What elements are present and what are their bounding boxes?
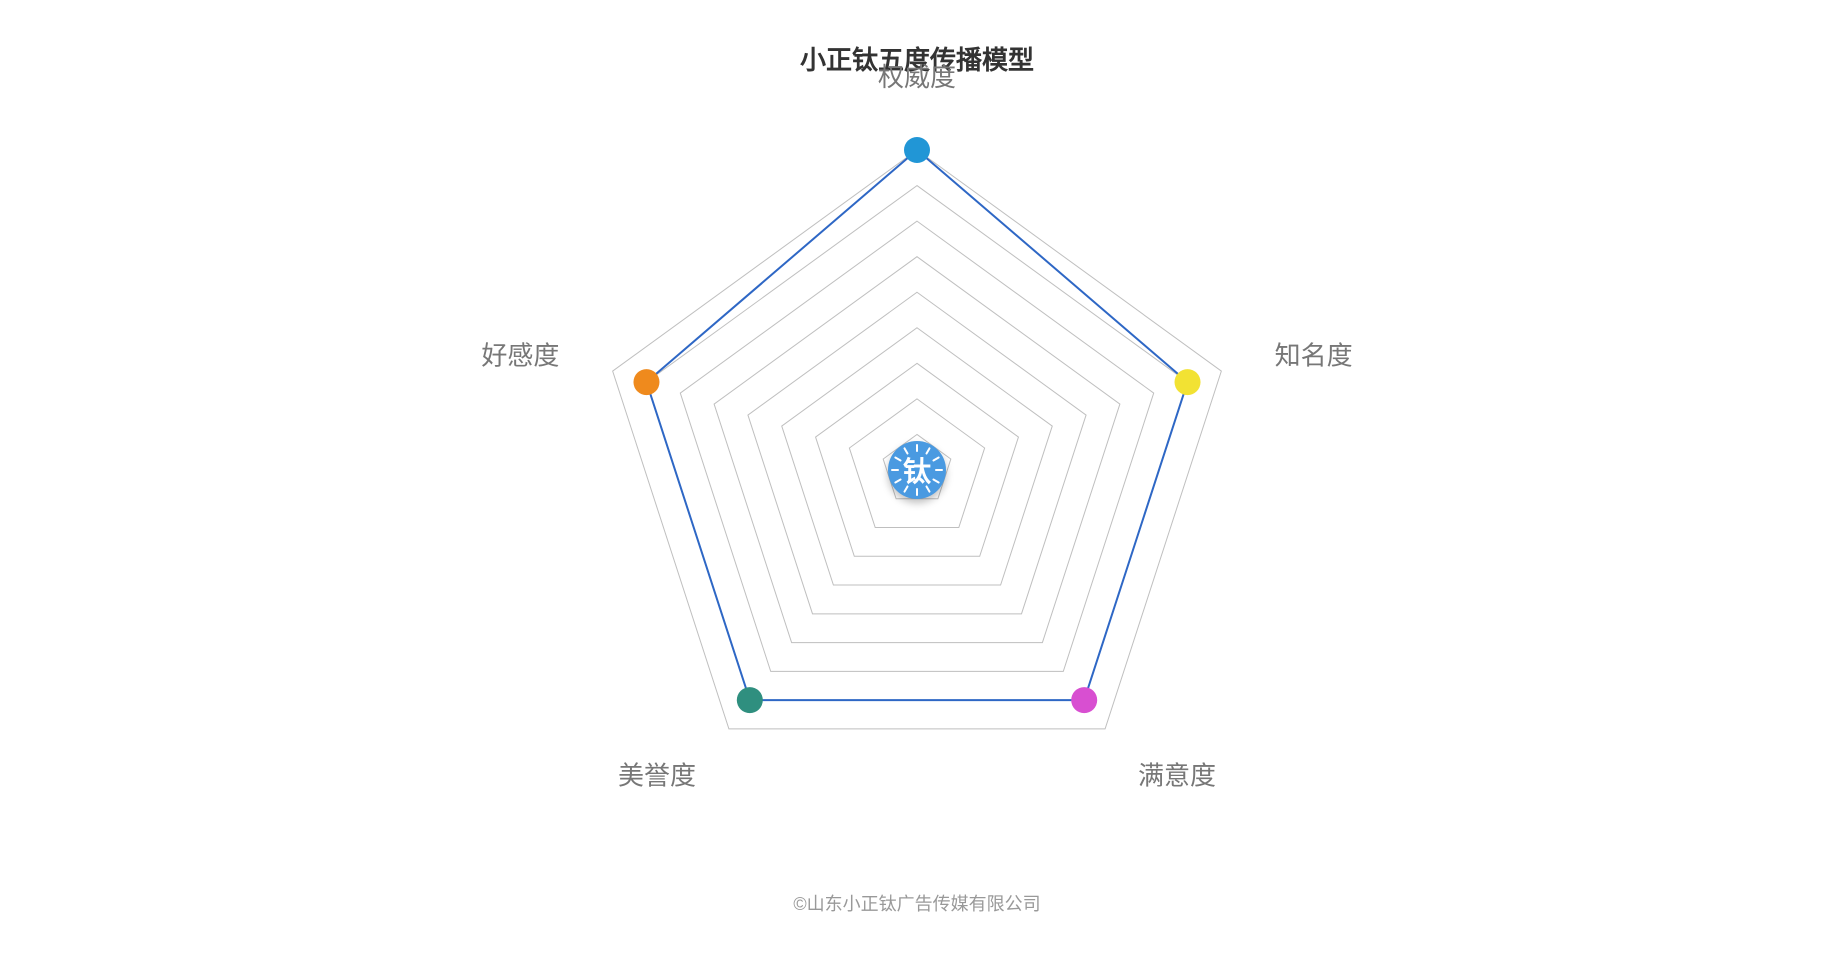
center-badge: 钛 — [888, 441, 946, 499]
chart-stage: 小正钛五度传播模型 钛 权威度知名度满意度美誉度好感度 ©山东小正钛广告传媒有限… — [0, 0, 1834, 964]
axis-label-3: 美誉度 — [618, 756, 696, 793]
marker-3 — [737, 687, 763, 713]
axis-label-1: 知名度 — [1275, 335, 1353, 372]
axis-label-0: 权威度 — [878, 57, 956, 94]
marker-4 — [633, 369, 659, 395]
marker-2 — [1071, 687, 1097, 713]
axis-label-4: 好感度 — [481, 335, 559, 372]
center-badge-text: 钛 — [903, 450, 931, 490]
marker-0 — [904, 137, 930, 163]
marker-1 — [1175, 369, 1201, 395]
axis-label-2: 满意度 — [1138, 756, 1216, 793]
chart-caption: ©山东小正钛广告传媒有限公司 — [0, 890, 1834, 916]
